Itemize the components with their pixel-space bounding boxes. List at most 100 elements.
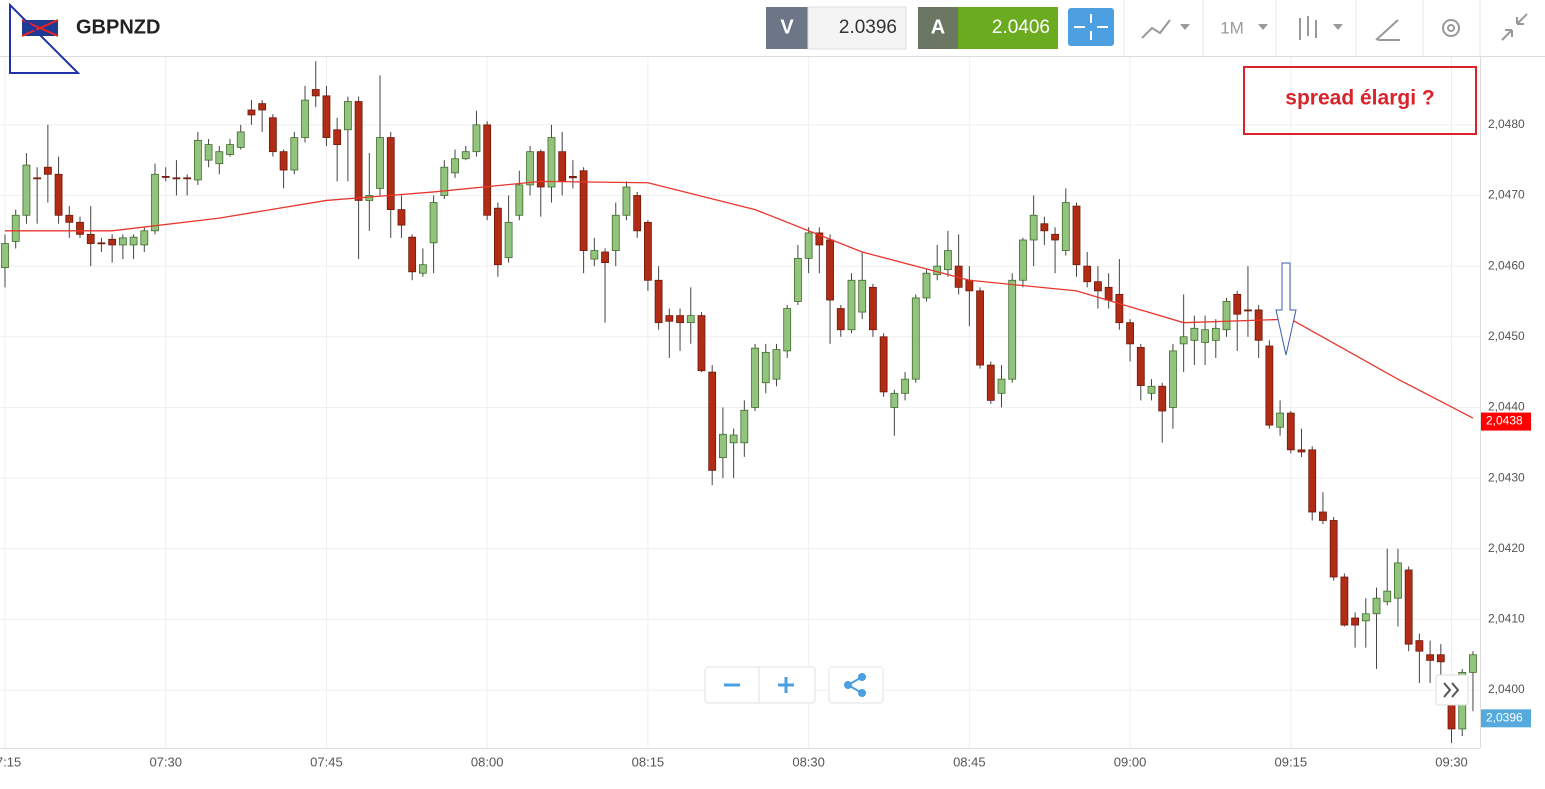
candle-body [729, 434, 738, 444]
price-tag-label: 2,0396 [1486, 710, 1523, 724]
candle-body [1126, 322, 1134, 345]
candle-body [1104, 286, 1113, 301]
marks [1, 61, 1477, 744]
sell-price-box[interactable] [807, 6, 907, 50]
price-tag-label: 2,0438 [1486, 414, 1523, 428]
y-tick-label: 2,0430 [1488, 470, 1525, 484]
candle-body [804, 232, 813, 259]
candle-body [1, 243, 9, 268]
candle-body [1436, 654, 1445, 663]
candle-body [836, 308, 845, 331]
candle-body [493, 207, 502, 266]
candle-body [343, 101, 352, 131]
sell-price: 2.0396 [839, 17, 897, 38]
symbol: GBPNZD [76, 16, 160, 38]
candle-body [1469, 654, 1477, 673]
x-tick-label: 08:30 [792, 754, 825, 769]
candle-body [611, 214, 620, 251]
candle-body [151, 173, 159, 232]
sell-button[interactable] [766, 7, 808, 49]
candle-body [333, 129, 342, 146]
candle-body [676, 315, 684, 324]
candle-body [1394, 562, 1402, 599]
candle-body [1308, 449, 1317, 513]
candle-body [322, 95, 331, 138]
candle-body [686, 315, 695, 324]
candle-body [65, 214, 74, 223]
scroll-end-button[interactable] [1435, 674, 1469, 706]
candle-body [1404, 569, 1413, 645]
share-box[interactable] [828, 666, 884, 704]
x-tick-label: 07:30 [149, 754, 182, 769]
candle-body [258, 103, 267, 111]
candle-body [986, 364, 995, 401]
candle-body [590, 250, 599, 260]
candle-body [1297, 449, 1306, 453]
candle-body [751, 347, 759, 408]
candle-body [1276, 412, 1284, 428]
y-tick-label: 2,0470 [1488, 188, 1525, 202]
candle-body [1061, 202, 1070, 251]
y-tick-label: 2,0400 [1488, 682, 1525, 696]
share-icon [844, 673, 866, 697]
candle-body [172, 177, 181, 180]
candle-body [1201, 329, 1209, 343]
candle-body [740, 409, 749, 444]
candle-body [826, 239, 834, 301]
timeframe[interactable]: 1M [1220, 18, 1244, 37]
buy-button[interactable] [918, 7, 958, 49]
candle-body [1244, 309, 1252, 312]
candle-body [601, 251, 609, 264]
candle-body [665, 315, 674, 322]
candle-body [1254, 309, 1263, 341]
candle-body [1158, 385, 1167, 412]
candle-body [568, 176, 577, 179]
y-tick-label: 2,0460 [1488, 258, 1525, 272]
candle-body [1094, 281, 1102, 292]
x-tick-label: 09:15 [1275, 754, 1308, 769]
x-tick-label: 09:30 [1435, 754, 1468, 769]
sell-label: V [780, 16, 794, 38]
candle-body [547, 137, 556, 188]
candle-body [644, 221, 652, 281]
y-tick-label: 2,0420 [1488, 541, 1525, 555]
candle-body [911, 297, 920, 380]
candle-body [504, 221, 513, 259]
candle-body [279, 151, 288, 171]
candle-body [1351, 617, 1359, 626]
candle-body [708, 371, 717, 471]
candle-body [536, 151, 545, 188]
candle-body [794, 257, 802, 302]
toolbar-separators [1123, 0, 1481, 56]
zoom-in[interactable] [778, 677, 794, 693]
candle-body [97, 242, 106, 245]
candle-body [397, 209, 406, 226]
candle-body [944, 250, 952, 271]
candle-body [1083, 265, 1092, 283]
candle-body [976, 290, 984, 366]
candle-body [1019, 239, 1027, 281]
candle-body [772, 349, 781, 380]
candle-body [1136, 346, 1145, 386]
candle-body [858, 279, 867, 313]
buy-price-box[interactable] [958, 7, 1058, 49]
candle-body [997, 378, 1006, 394]
candle-body [1029, 214, 1038, 241]
candle-body [622, 186, 631, 216]
candle-body [1233, 293, 1242, 315]
zoom-box [704, 666, 816, 704]
candle-body [1115, 293, 1124, 324]
candle-body [301, 99, 309, 138]
candle-body [429, 202, 438, 244]
candle-body [1040, 223, 1049, 232]
y-tick-label: 2,0480 [1488, 117, 1525, 131]
candle-body [408, 236, 417, 273]
candle-body [472, 124, 481, 153]
candle-body [204, 144, 213, 161]
candle-body [847, 279, 856, 331]
candle-body [183, 177, 192, 180]
candle-body [783, 308, 792, 352]
crosshair-button[interactable] [1068, 8, 1114, 46]
candle-body [558, 151, 567, 182]
candle-body [1051, 233, 1059, 241]
